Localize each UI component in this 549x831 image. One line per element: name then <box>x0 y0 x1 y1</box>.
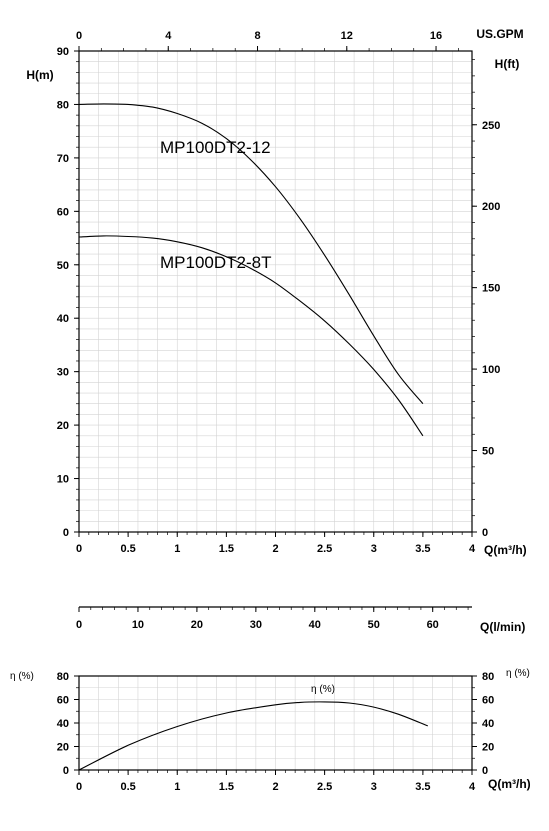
eff-y-right-tick-label: 80 <box>482 671 494 683</box>
eff-x-tick-label: 2 <box>272 781 278 793</box>
y-left-tick-label: 30 <box>57 367 69 379</box>
y-left-tick-label: 70 <box>57 153 69 165</box>
eff-x-axis-title: Q(m³/h) <box>488 777 531 791</box>
eff-y-left-tick-label: 60 <box>57 695 69 707</box>
eff-x-tick-label: 3.5 <box>415 781 430 793</box>
x-tick-label: 4 <box>469 543 476 555</box>
y-right-tick-label: 250 <box>482 120 500 132</box>
flow-tick-label: 30 <box>250 619 262 631</box>
efficiency-grid <box>78 675 473 771</box>
eff-x-tick-label: 1.5 <box>219 781 234 793</box>
y-left-axis-title: H(m) <box>26 68 53 82</box>
flow-tick-label: 20 <box>191 619 203 631</box>
y-left-tick-label: 40 <box>57 313 69 325</box>
curve-label-mp100dt2-8t: MP100DT2-8T <box>160 253 271 272</box>
eff-x-tick-label: 3 <box>371 781 377 793</box>
eff-y-left-tick-label: 0 <box>63 765 69 777</box>
y-left-tick-label: 60 <box>57 206 69 218</box>
y-right-tick-label: 0 <box>482 527 488 539</box>
y-left-tick-label: 10 <box>57 474 69 486</box>
eff-x-tick-label: 4 <box>469 781 476 793</box>
y-right-tick-label: 200 <box>482 201 500 213</box>
x-tick-label: 1.5 <box>219 543 234 555</box>
y-left-tick-label: 80 <box>57 99 69 111</box>
top-tick-label: 8 <box>254 30 260 42</box>
x-tick-label: 2.5 <box>317 543 332 555</box>
y-left-tick-label: 20 <box>57 420 69 432</box>
head-curve-series-2 <box>78 235 424 437</box>
x-tick-label: 0.5 <box>120 543 135 555</box>
x-tick-label: 3.5 <box>415 543 430 555</box>
y-right-tick-label: 50 <box>482 446 494 458</box>
y-left-tick-label: 50 <box>57 260 69 272</box>
y-left-tick-label: 0 <box>63 527 69 539</box>
eff-y-right-tick-label: 60 <box>482 695 494 707</box>
head-grid <box>78 50 473 533</box>
eff-x-tick-label: 0 <box>76 781 82 793</box>
curve-label-mp100dt2-12: MP100DT2-12 <box>160 138 271 157</box>
y-right-tick-label: 100 <box>482 364 500 376</box>
flow-axis-title: Q(l/min) <box>480 620 525 634</box>
efficiency-curve <box>78 701 428 771</box>
x-tick-label: 2 <box>272 543 278 555</box>
head-curve-series-1 <box>78 103 424 405</box>
eff-y-left-tick-label: 20 <box>57 742 69 754</box>
flow-tick-label: 50 <box>368 619 380 631</box>
eff-x-tick-label: 0.5 <box>120 781 135 793</box>
flow-tick-label: 10 <box>132 619 144 631</box>
x-tick-label: 1 <box>174 543 180 555</box>
flow-tick-label: 40 <box>309 619 321 631</box>
top-tick-label: 16 <box>430 30 442 42</box>
top-tick-label: 12 <box>341 30 353 42</box>
y-right-tick-label: 150 <box>482 283 500 295</box>
flow-tick-label: 0 <box>76 619 82 631</box>
eff-y-right-axis-title: η (%) <box>506 668 530 679</box>
top-axis-title: US.GPM <box>476 27 523 41</box>
eff-y-right-tick-label: 20 <box>482 742 494 754</box>
x-tick-label: 3 <box>371 543 377 555</box>
eff-y-left-axis-title: η (%) <box>10 671 34 682</box>
flow-tick-label: 60 <box>427 619 439 631</box>
y-left-tick-label: 90 <box>57 46 69 58</box>
x-axis-title: Q(m³/h) <box>484 543 527 557</box>
x-tick-label: 0 <box>76 543 82 555</box>
y-right-axis-title: H(ft) <box>495 57 520 71</box>
top-tick-label: 4 <box>165 30 172 42</box>
top-tick-label: 0 <box>76 30 82 42</box>
eff-y-left-tick-label: 40 <box>57 718 69 730</box>
eff-y-right-tick-label: 40 <box>482 718 494 730</box>
eff-x-tick-label: 2.5 <box>317 781 332 793</box>
eff-y-right-tick-label: 0 <box>482 765 488 777</box>
eff-x-tick-label: 1 <box>174 781 180 793</box>
eff-y-left-tick-label: 80 <box>57 671 69 683</box>
efficiency-curve-label: η (%) <box>311 684 335 695</box>
